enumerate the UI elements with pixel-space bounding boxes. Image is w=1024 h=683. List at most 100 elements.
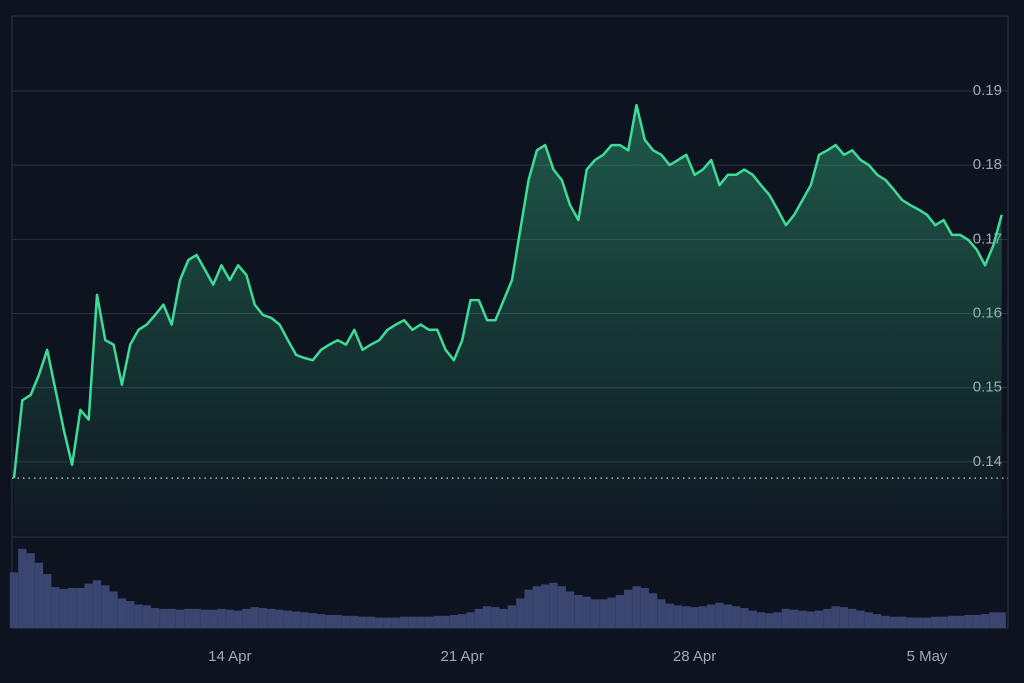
volume-bar — [101, 585, 110, 628]
volume-bar — [26, 553, 35, 628]
volume-bar — [242, 608, 251, 628]
volume-bar — [192, 608, 201, 628]
y-tick-label: 0.18 — [973, 156, 1002, 173]
volume-bar — [773, 612, 782, 628]
volume-bar — [715, 602, 724, 628]
volume-bar — [217, 608, 226, 628]
volume-bar — [931, 616, 940, 628]
volume-bar — [906, 617, 915, 628]
volume-bar — [665, 603, 674, 628]
volume-bar — [34, 562, 44, 628]
volume-bar — [383, 617, 392, 628]
volume-bar — [798, 610, 807, 628]
volume-bar — [831, 606, 840, 628]
volume-bar — [690, 607, 699, 628]
volume-bar — [632, 586, 641, 628]
volume-bar — [433, 615, 442, 628]
volume-bar — [682, 606, 691, 628]
x-tick-label: 28 Apr — [673, 648, 716, 665]
volume-bar — [972, 614, 981, 628]
volume-bar — [582, 596, 591, 628]
volume-bar — [458, 614, 467, 628]
volume-bar — [51, 587, 60, 628]
volume-bar — [790, 609, 799, 628]
volume-bar — [806, 611, 815, 628]
volume-bar — [350, 615, 359, 628]
volume-bar — [175, 609, 185, 628]
volume-bar — [599, 599, 608, 628]
volume-bar — [142, 605, 151, 628]
volume-bar — [184, 608, 193, 628]
volume-bar — [756, 612, 766, 628]
volume-bar — [881, 615, 890, 628]
volume-bar — [474, 608, 483, 628]
volume-bar — [424, 616, 434, 628]
volume-bar — [557, 586, 566, 628]
volume-bar — [980, 614, 990, 628]
volume-bar — [300, 612, 309, 628]
volume-bar — [723, 604, 732, 628]
volume-bar — [748, 610, 757, 628]
volume-bar — [541, 584, 550, 628]
volume-bar — [532, 586, 542, 628]
volume-bar — [864, 612, 874, 628]
volume-bar — [375, 617, 384, 628]
volume-bar — [341, 615, 351, 628]
volume-bar — [109, 591, 118, 628]
volume-bar — [856, 610, 865, 628]
volume-bar — [59, 588, 68, 628]
volume-bar — [549, 582, 558, 628]
volume-bar — [67, 587, 77, 628]
volume-bar — [325, 614, 334, 628]
volume-bar — [92, 580, 102, 628]
volume-bar — [914, 617, 923, 628]
volume-bar — [814, 610, 824, 628]
x-tick-label: 21 Apr — [441, 648, 484, 665]
volume-bar — [308, 613, 317, 628]
volume-bar — [200, 609, 210, 628]
volume-bar — [283, 610, 293, 628]
volume-bar — [358, 616, 367, 628]
volume-bar — [524, 589, 533, 628]
volume-bar — [615, 594, 625, 628]
volume-bar — [258, 607, 268, 628]
volume-bar — [765, 613, 774, 628]
volume-bar — [491, 607, 500, 628]
volume-bar — [964, 614, 973, 628]
volume-bar — [333, 614, 342, 628]
volume-bar — [989, 612, 998, 628]
volume-bar — [657, 599, 666, 628]
volume-bar — [126, 601, 135, 628]
volume-bar — [209, 609, 218, 628]
volume-bar — [416, 616, 425, 628]
volume-bar — [939, 616, 948, 628]
volume-bar — [897, 616, 907, 628]
volume-bar — [565, 591, 575, 628]
volume-bar — [408, 616, 417, 628]
price-line — [12, 103, 1003, 479]
volume-bar — [873, 614, 882, 628]
volume-bar — [250, 607, 259, 628]
volume-bar — [947, 615, 957, 628]
volume-bar — [607, 597, 616, 628]
volume-bar — [590, 599, 600, 628]
volume-bar — [707, 604, 716, 628]
volume-bar — [9, 572, 19, 628]
volume-bar — [482, 606, 492, 628]
volume-bar — [956, 615, 965, 628]
volume-bar — [84, 583, 93, 628]
volume-bar — [43, 574, 52, 628]
volume-bar — [516, 598, 525, 628]
volume-bar — [159, 608, 168, 628]
volume-bar — [134, 604, 143, 628]
volume-bar — [167, 608, 176, 628]
volume-bar — [574, 594, 583, 628]
volume-bar — [399, 616, 409, 628]
volume-bar — [648, 593, 658, 628]
volume-bar — [150, 607, 160, 628]
volume-bar — [731, 606, 741, 628]
volume-bar — [640, 587, 649, 628]
volume-bar — [673, 605, 683, 628]
volume-bar — [275, 609, 284, 628]
